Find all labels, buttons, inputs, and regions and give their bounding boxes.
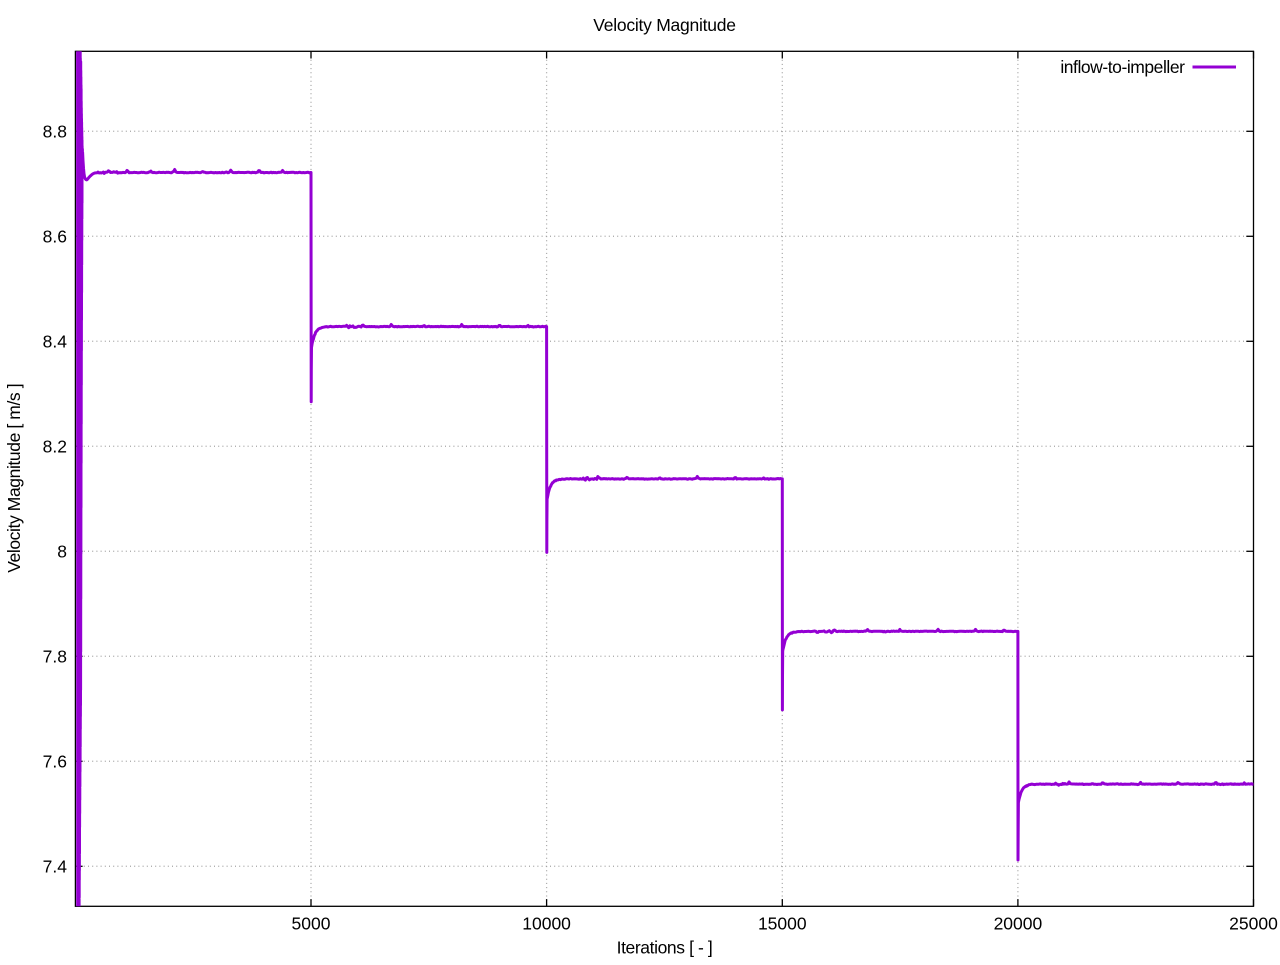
svg-text:8: 8 (57, 541, 67, 561)
svg-text:5000: 5000 (292, 914, 331, 934)
svg-text:Iterations [ - ]: Iterations [ - ] (617, 938, 713, 958)
svg-text:7.8: 7.8 (43, 646, 67, 666)
svg-text:8.2: 8.2 (43, 436, 67, 456)
svg-text:8.6: 8.6 (43, 226, 67, 246)
svg-text:8.8: 8.8 (43, 121, 67, 141)
svg-text:inflow-to-impeller: inflow-to-impeller (1060, 57, 1185, 77)
svg-text:7.4: 7.4 (43, 856, 68, 876)
svg-text:20000: 20000 (994, 914, 1043, 934)
svg-text:Velocity Magnitude: Velocity Magnitude (593, 15, 735, 35)
svg-text:15000: 15000 (758, 914, 807, 934)
svg-text:10000: 10000 (522, 914, 571, 934)
svg-text:Velocity Magnitude [ m/s ]: Velocity Magnitude [ m/s ] (4, 384, 24, 573)
svg-text:8.4: 8.4 (43, 331, 68, 351)
svg-text:7.6: 7.6 (43, 751, 67, 771)
svg-text:25000: 25000 (1229, 914, 1278, 934)
